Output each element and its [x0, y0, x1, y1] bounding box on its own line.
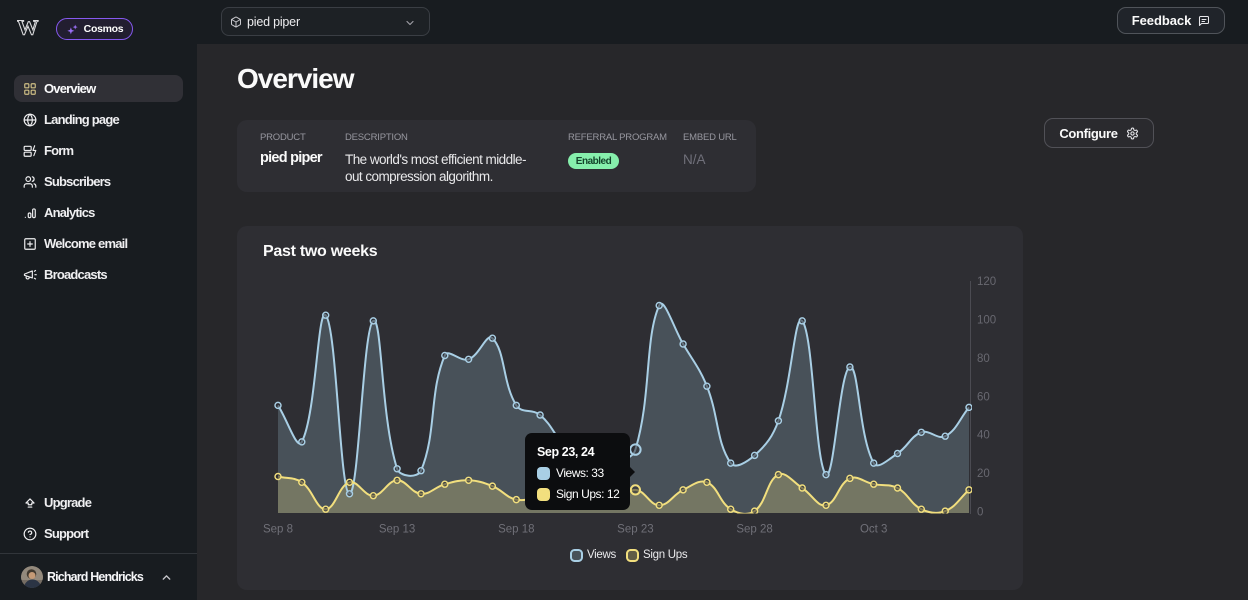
svg-text:Sep 8: Sep 8: [263, 524, 293, 536]
svg-text:120: 120: [977, 276, 996, 288]
svg-text:80: 80: [977, 353, 990, 365]
svg-text:40: 40: [977, 430, 990, 442]
svg-text:100: 100: [977, 315, 996, 327]
svg-text:0: 0: [977, 507, 983, 519]
svg-text:W: W: [17, 18, 39, 38]
svg-text:Sep 18: Sep 18: [498, 524, 534, 536]
svg-text:Sep 13: Sep 13: [379, 524, 415, 536]
svg-text:20: 20: [977, 468, 990, 480]
svg-text:Oct 3: Oct 3: [860, 524, 887, 536]
svg-text:60: 60: [977, 391, 990, 403]
svg-text:Sep 23: Sep 23: [617, 524, 653, 536]
svg-text:Sep 28: Sep 28: [736, 524, 772, 536]
